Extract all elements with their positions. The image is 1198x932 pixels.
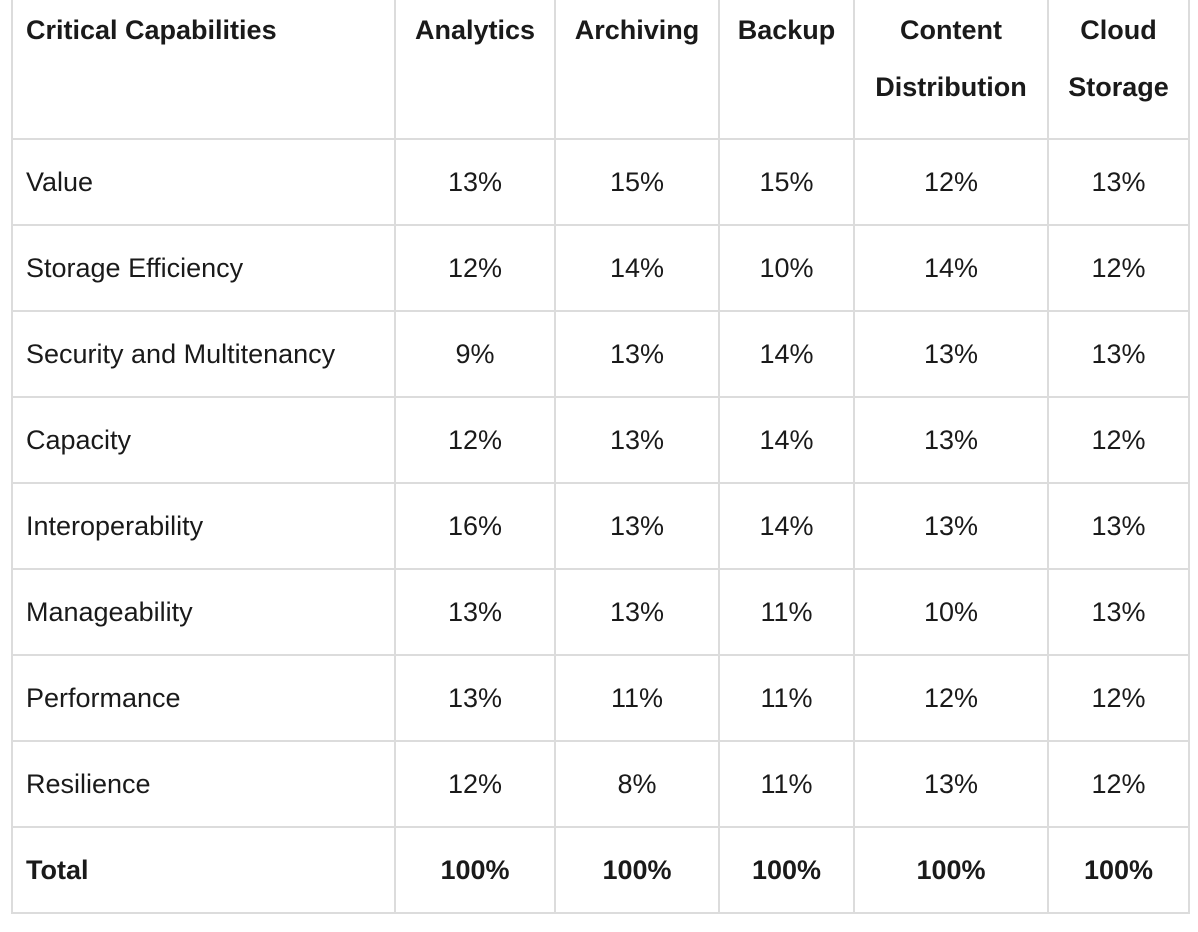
column-header-archiving: Archiving: [554, 0, 720, 140]
table-cell: 12%: [394, 740, 556, 828]
column-header-content-distribution: Content Distribution: [853, 0, 1049, 140]
table-cell: 12%: [394, 224, 556, 312]
total-cell: 100%: [554, 826, 720, 914]
table-cell: 14%: [853, 224, 1049, 312]
column-header-analytics: Analytics: [394, 0, 556, 140]
table-cell: 16%: [394, 482, 556, 570]
table-cell: 11%: [718, 740, 855, 828]
table-row: Resilience 12% 8% 11% 13% 12%: [11, 740, 1190, 828]
table-cell: 12%: [1047, 396, 1190, 484]
table-cell: 13%: [1047, 310, 1190, 398]
table-cell: 11%: [554, 654, 720, 742]
table-row: Value 13% 15% 15% 12% 13%: [11, 138, 1190, 226]
table-cell: 8%: [554, 740, 720, 828]
table-cell: 13%: [853, 740, 1049, 828]
table-cell: 13%: [1047, 568, 1190, 656]
table-cell: 11%: [718, 654, 855, 742]
table-cell: 13%: [394, 568, 556, 656]
total-label: Total: [11, 826, 396, 914]
table-cell: 10%: [718, 224, 855, 312]
table-cell: 9%: [394, 310, 556, 398]
column-header-cloud-storage: Cloud Storage: [1047, 0, 1190, 140]
row-label: Capacity: [11, 396, 396, 484]
column-header-backup: Backup: [718, 0, 855, 140]
table-cell: 15%: [718, 138, 855, 226]
table-cell: 12%: [853, 654, 1049, 742]
table-cell: 13%: [853, 310, 1049, 398]
table-cell: 13%: [1047, 482, 1190, 570]
total-row: Total 100% 100% 100% 100% 100%: [11, 826, 1190, 914]
table-cell: 11%: [718, 568, 855, 656]
table-cell: 13%: [394, 138, 556, 226]
table-row: Performance 13% 11% 11% 12% 12%: [11, 654, 1190, 742]
table-header-row: Critical Capabilities Analytics Archivin…: [11, 0, 1190, 140]
row-label: Resilience: [11, 740, 396, 828]
table-cell: 13%: [1047, 138, 1190, 226]
table-cell: 12%: [1047, 740, 1190, 828]
table-cell: 12%: [1047, 224, 1190, 312]
row-label: Value: [11, 138, 396, 226]
total-cell: 100%: [1047, 826, 1190, 914]
table-row: Capacity 12% 13% 14% 13% 12%: [11, 396, 1190, 484]
table-row: Security and Multitenancy 9% 13% 14% 13%…: [11, 310, 1190, 398]
table-cell: 14%: [718, 310, 855, 398]
table-cell: 13%: [554, 568, 720, 656]
table-cell: 13%: [394, 654, 556, 742]
row-label: Storage Efficiency: [11, 224, 396, 312]
row-label: Performance: [11, 654, 396, 742]
capabilities-table: Critical Capabilities Analytics Archivin…: [11, 0, 1190, 914]
table-cell: 14%: [554, 224, 720, 312]
table-cell: 10%: [853, 568, 1049, 656]
table-cell: 14%: [718, 396, 855, 484]
total-cell: 100%: [853, 826, 1049, 914]
column-header-critical-capabilities: Critical Capabilities: [11, 0, 396, 140]
total-cell: 100%: [394, 826, 556, 914]
table-row: Interoperability 16% 13% 14% 13% 13%: [11, 482, 1190, 570]
table-cell: 13%: [554, 482, 720, 570]
table-cell: 12%: [394, 396, 556, 484]
total-cell: 100%: [718, 826, 855, 914]
table-cell: 13%: [853, 396, 1049, 484]
row-label: Security and Multitenancy: [11, 310, 396, 398]
table-cell: 13%: [554, 310, 720, 398]
table-row: Storage Efficiency 12% 14% 10% 14% 12%: [11, 224, 1190, 312]
table-cell: 12%: [1047, 654, 1190, 742]
table-row: Manageability 13% 13% 11% 10% 13%: [11, 568, 1190, 656]
table-cell: 15%: [554, 138, 720, 226]
table-cell: 13%: [554, 396, 720, 484]
table-cell: 14%: [718, 482, 855, 570]
table-cell: 12%: [853, 138, 1049, 226]
table-cell: 13%: [853, 482, 1049, 570]
row-label: Manageability: [11, 568, 396, 656]
row-label: Interoperability: [11, 482, 396, 570]
